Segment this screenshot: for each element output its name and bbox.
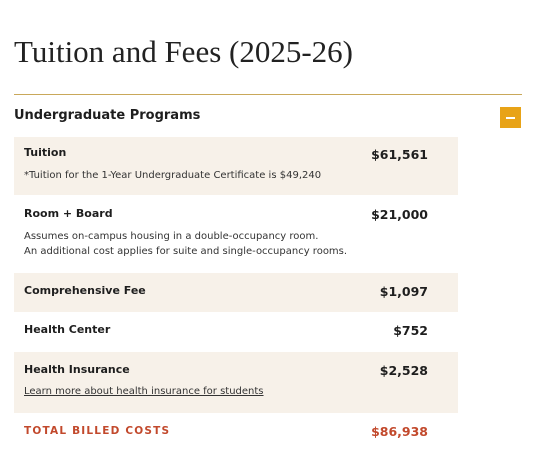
fee-row: Tuition $61,561 *Tuition for the 1-Year … (14, 137, 458, 195)
fee-amount: $61,561 (371, 147, 428, 162)
fee-label: Health Center (24, 323, 111, 336)
info-link[interactable]: Learn more about health insurance for st… (24, 386, 264, 397)
fee-label: Comprehensive Fee (24, 284, 146, 297)
fee-label: Tuition (24, 146, 67, 159)
page-title: Tuition and Fees (2025-26) (14, 34, 353, 69)
fee-label: Room + Board (24, 207, 113, 220)
fee-label: Health Insurance (24, 363, 130, 376)
fee-note: *Tuition for the 1-Year Undergraduate Ce… (24, 170, 322, 181)
fee-note: Assumes on-campus housing in a double-oc… (24, 231, 319, 242)
fee-row: Room + Board $21,000 Assumes on-campus h… (14, 195, 458, 273)
divider (14, 94, 522, 95)
total-row: TOTAL BILLED COSTS $86,938 (14, 413, 458, 453)
fee-row: Comprehensive Fee $1,097 (14, 273, 458, 312)
fee-amount: $21,000 (371, 207, 428, 222)
section-title: Undergraduate Programs (14, 108, 201, 123)
fee-amount: $752 (393, 323, 428, 338)
fee-amount: $2,528 (379, 363, 428, 378)
fee-row: Health Insurance $2,528 Learn more about… (14, 352, 458, 413)
total-label: TOTAL BILLED COSTS (24, 425, 171, 437)
collapse-button[interactable] (500, 107, 521, 128)
fee-row: Health Center $752 (14, 312, 458, 352)
fee-note: An additional cost applies for suite and… (24, 246, 348, 257)
total-amount: $86,938 (371, 424, 428, 439)
fee-amount: $1,097 (379, 284, 428, 299)
